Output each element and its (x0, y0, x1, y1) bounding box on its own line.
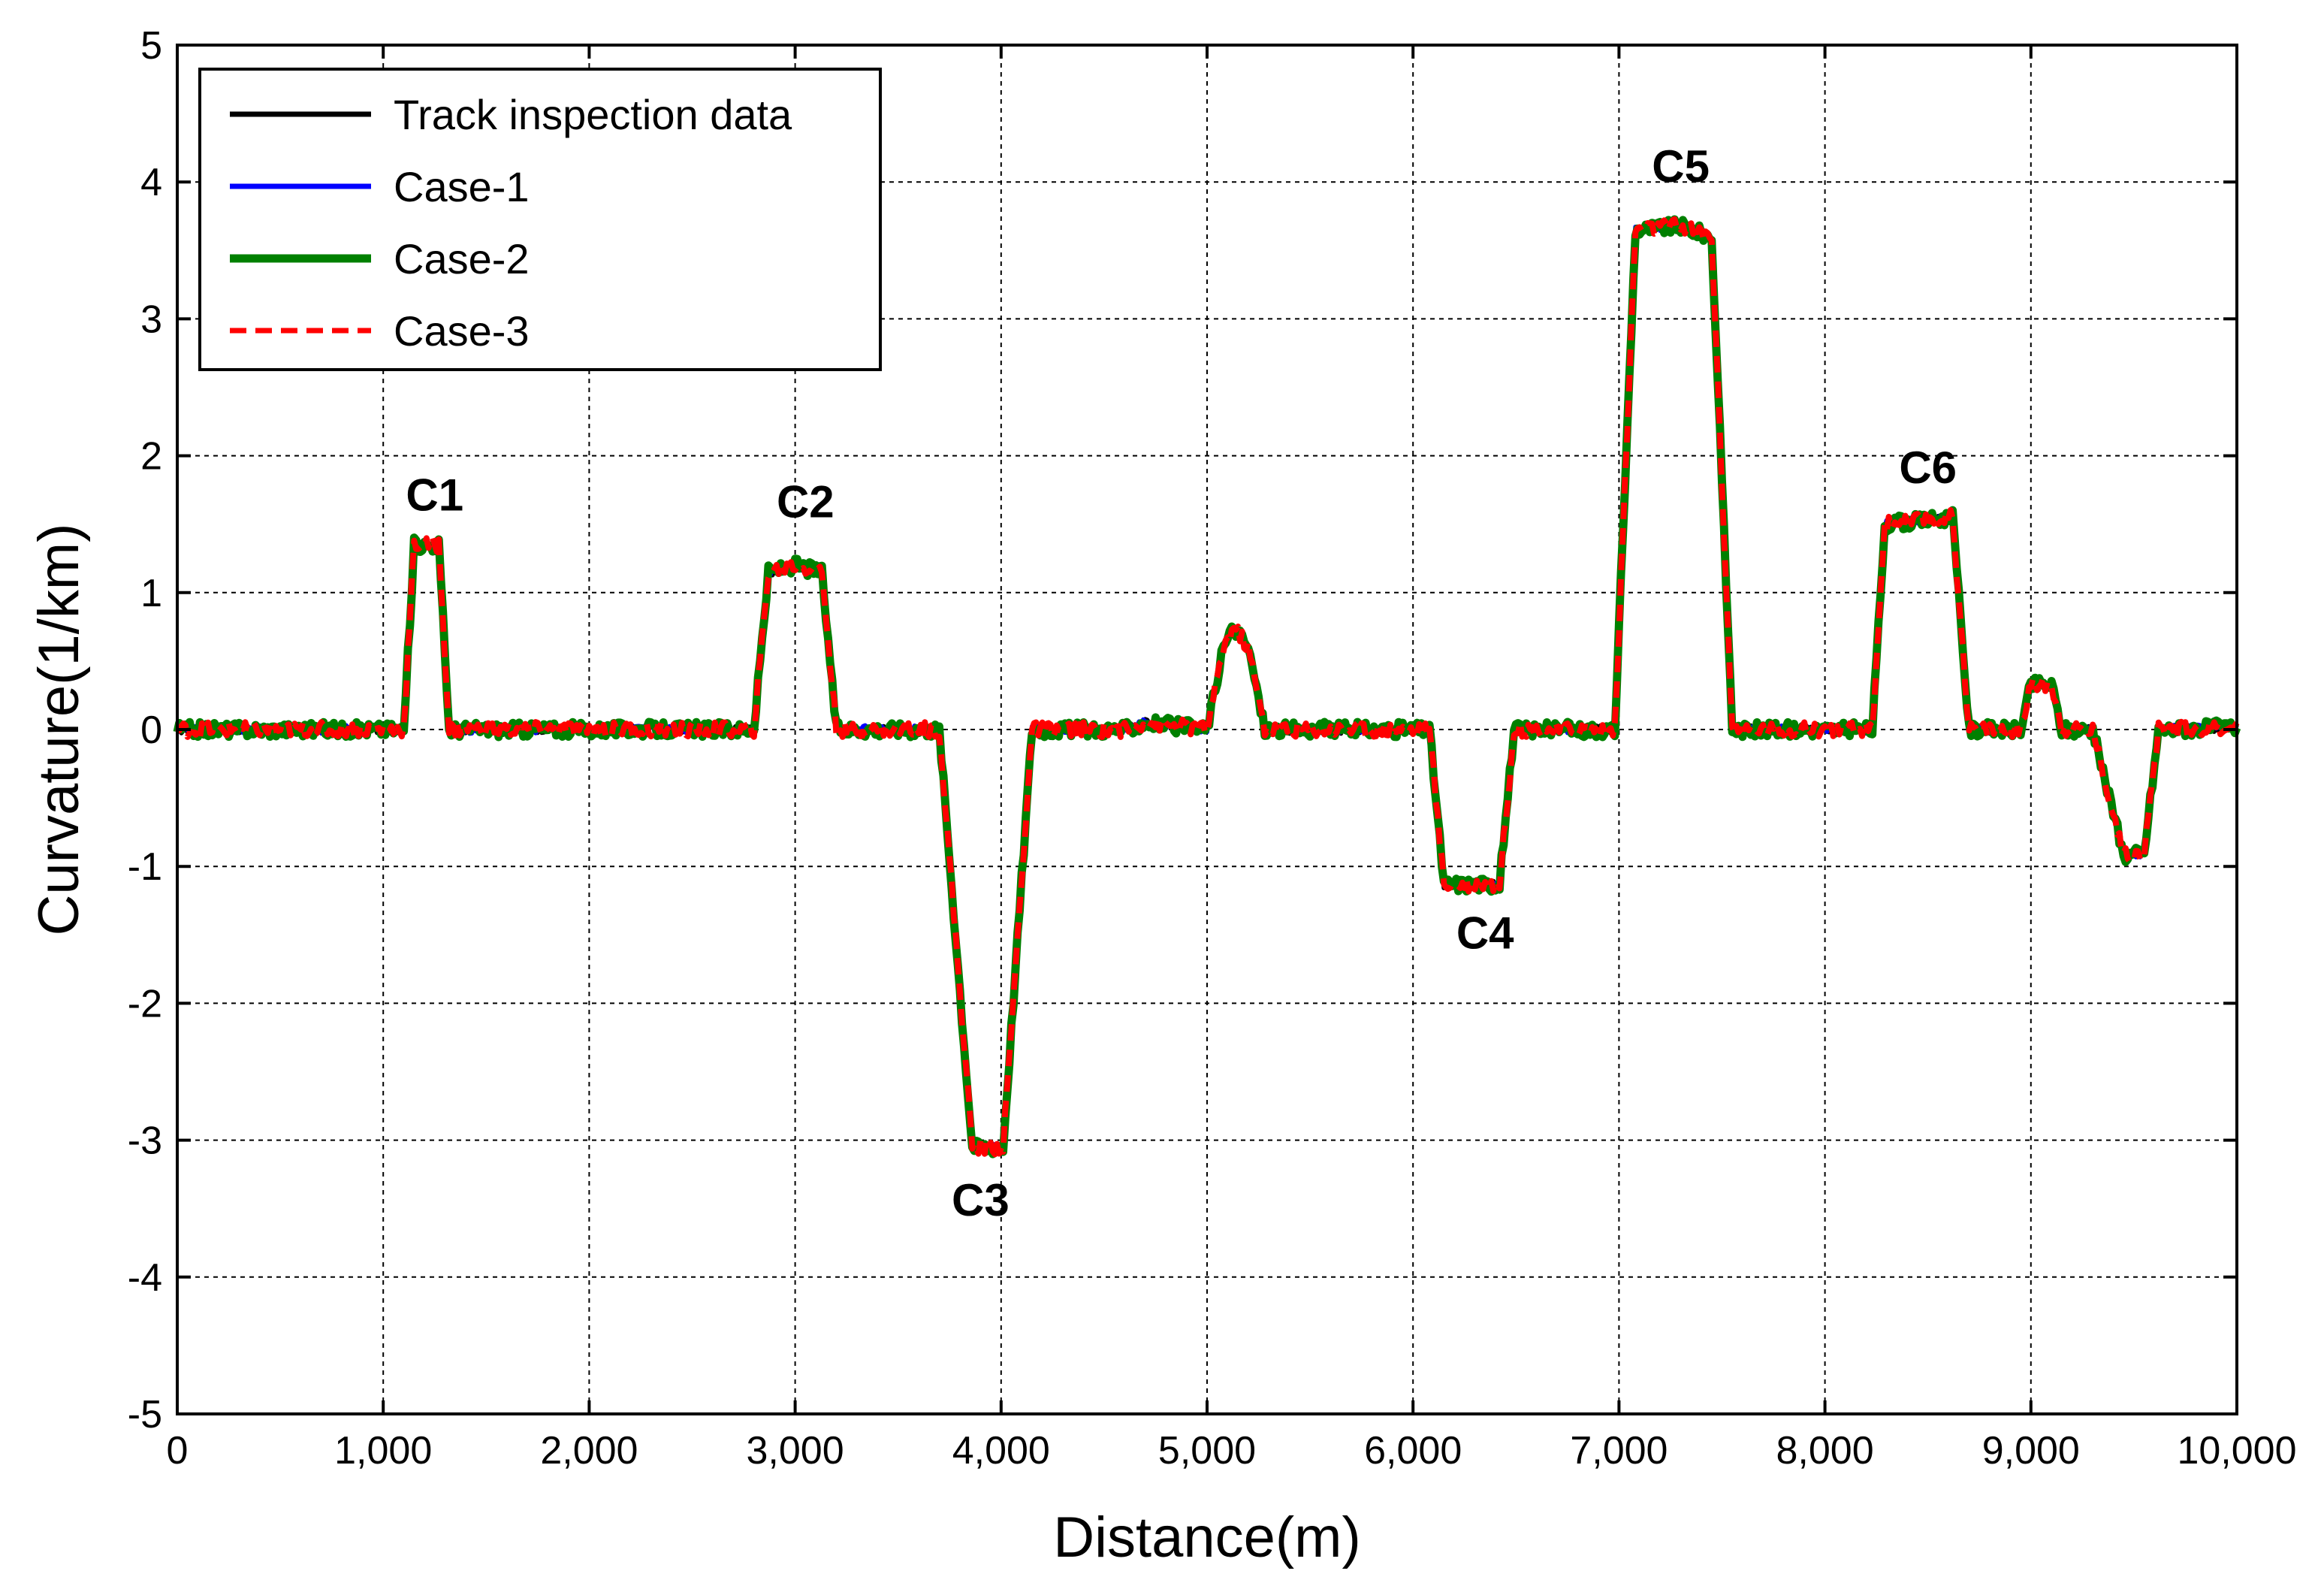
legend-label-2: Case-1 (394, 163, 530, 210)
y-tick-label: 2 (140, 435, 162, 479)
y-tick-label: -5 (128, 1393, 162, 1436)
y-tick-label: -4 (128, 1256, 162, 1300)
x-tick-label: 4,000 (952, 1429, 1050, 1473)
x-tick-label: 0 (167, 1429, 189, 1473)
y-tick-label: 1 (140, 572, 162, 615)
y-tick-label: 4 (140, 161, 162, 204)
curve-label-c6: C6 (1899, 443, 1957, 493)
curve-label-c4: C4 (1456, 908, 1514, 959)
curve-label-c2: C2 (777, 477, 835, 527)
x-tick-label: 3,000 (747, 1429, 844, 1473)
legend-label-4: Case-3 (394, 307, 530, 355)
curve-label-c5: C5 (1652, 141, 1710, 192)
x-tick-label: 8,000 (1776, 1429, 1874, 1473)
curve-annotations: C1 C2 C3 C4 C5 C6 (406, 141, 1957, 1225)
x-tick-label: 2,000 (540, 1429, 638, 1473)
legend-box (198, 68, 882, 371)
legend-label-3: Case-2 (394, 235, 530, 282)
y-tick-label: 5 (140, 24, 162, 68)
x-tick-label: 7,000 (1570, 1429, 1668, 1473)
y-tick-label: -3 (128, 1119, 162, 1163)
y-axis-title: Curvature(1/km) (27, 524, 91, 936)
y-tick-label: -2 (128, 982, 162, 1026)
axis-ticks: 0 1,000 2,000 3,000 4,000 5,000 6,000 7,000 8,00… (128, 24, 2297, 1473)
x-tick-label: 1,000 (334, 1429, 432, 1473)
legend: Track inspection data Case-1 Case-2 Case-3 (198, 68, 882, 371)
y-tick-label: 0 (140, 708, 162, 752)
legend-label-1: Track inspection data (394, 91, 792, 138)
curve-label-c3: C3 (952, 1175, 1010, 1225)
x-tick-label: 10,000 (2177, 1429, 2296, 1473)
x-axis-title: Distance(m) (1053, 1506, 1361, 1569)
y-tick-label: 3 (140, 298, 162, 341)
x-tick-label: 6,000 (1364, 1429, 1462, 1473)
series-line-case-3 (175, 216, 2240, 1158)
series-lines (173, 215, 2241, 1159)
x-tick-label: 9,000 (1982, 1429, 2080, 1473)
x-tick-label: 5,000 (1158, 1429, 1256, 1473)
curve-label-c1: C1 (406, 470, 463, 520)
y-tick-label: -1 (128, 845, 162, 889)
